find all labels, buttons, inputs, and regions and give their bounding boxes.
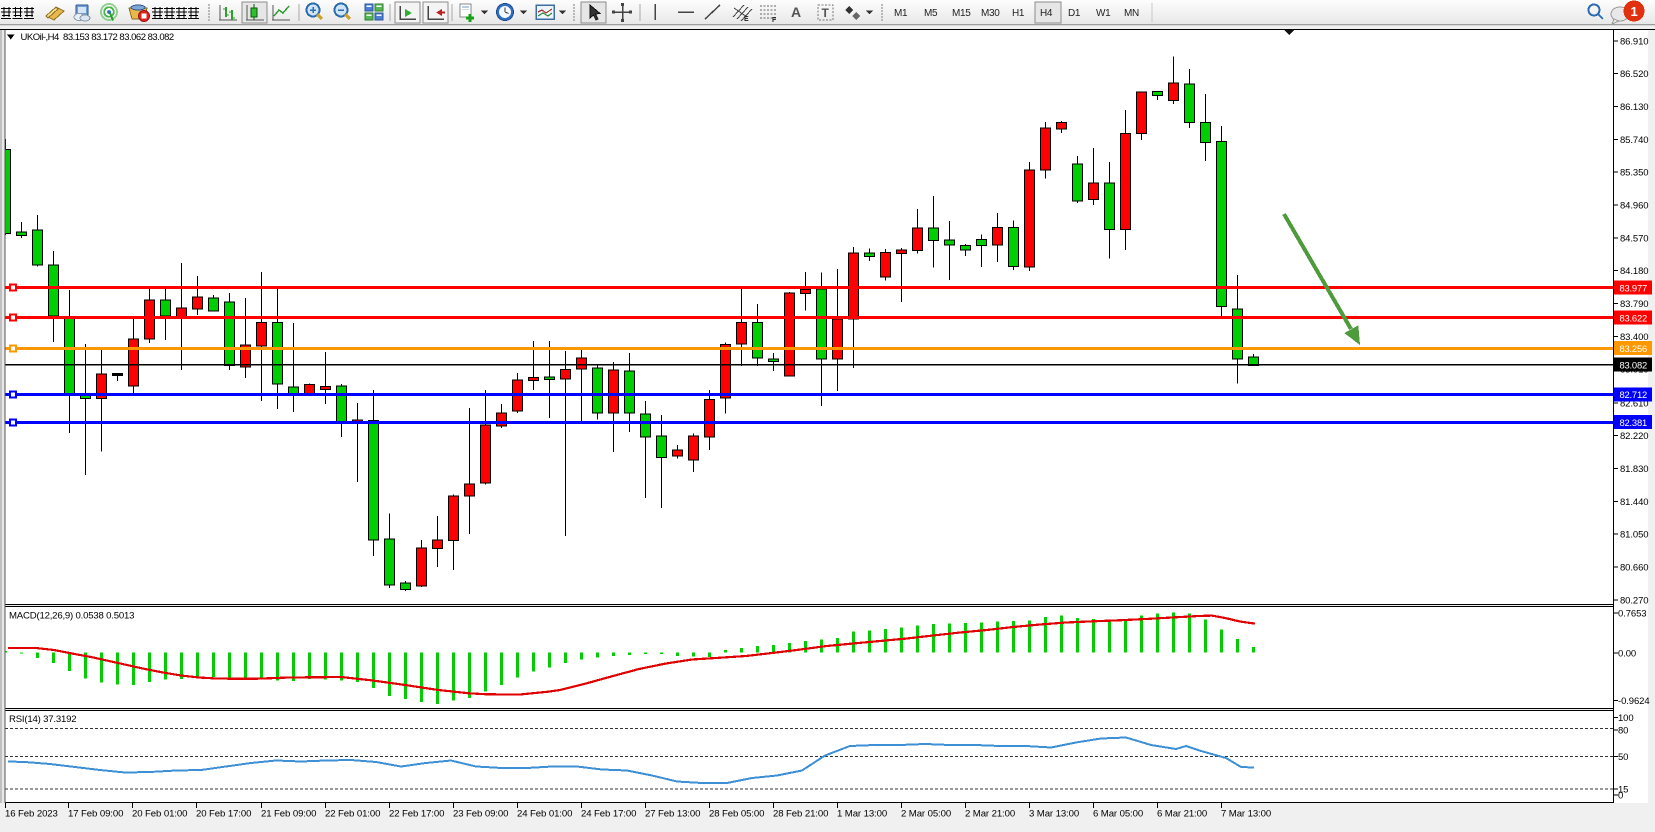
svg-text:86.910: 86.910 bbox=[1620, 36, 1648, 47]
svg-text:MN: MN bbox=[1124, 8, 1139, 19]
svg-text:H1: H1 bbox=[1012, 8, 1025, 19]
svg-text:F: F bbox=[772, 17, 777, 24]
svg-text:3 Mar 13:00: 3 Mar 13:00 bbox=[1029, 809, 1079, 820]
svg-text:80.270: 80.270 bbox=[1620, 595, 1648, 606]
svg-text:83.622: 83.622 bbox=[1620, 313, 1647, 324]
svg-text:82.712: 82.712 bbox=[1620, 389, 1647, 400]
svg-text:28 Feb 21:00: 28 Feb 21:00 bbox=[773, 809, 828, 820]
svg-text:82.381: 82.381 bbox=[1620, 417, 1647, 428]
svg-text:7 Mar 13:00: 7 Mar 13:00 bbox=[1221, 809, 1271, 820]
svg-text:84.180: 84.180 bbox=[1620, 266, 1648, 277]
svg-text:MACD(12,26,9) 0.0538 0.5013: MACD(12,26,9) 0.0538 0.5013 bbox=[9, 611, 134, 622]
svg-text:6 Mar 05:00: 6 Mar 05:00 bbox=[1093, 809, 1143, 820]
svg-text:1 Mar 13:00: 1 Mar 13:00 bbox=[837, 809, 887, 820]
svg-text:M1: M1 bbox=[894, 8, 908, 19]
svg-text:86.520: 86.520 bbox=[1620, 69, 1648, 80]
svg-text:81.050: 81.050 bbox=[1620, 530, 1648, 541]
svg-text:82.610: 82.610 bbox=[1620, 398, 1648, 409]
svg-text:E: E bbox=[744, 16, 749, 23]
svg-text:0.00: 0.00 bbox=[1618, 648, 1636, 659]
svg-text:2 Mar 21:00: 2 Mar 21:00 bbox=[965, 809, 1015, 820]
svg-text:83.790: 83.790 bbox=[1620, 299, 1648, 310]
svg-text:23 Feb 09:00: 23 Feb 09:00 bbox=[453, 809, 508, 820]
svg-text:RSI(14) 37.3192: RSI(14) 37.3192 bbox=[9, 714, 76, 725]
svg-text:100: 100 bbox=[1618, 713, 1634, 724]
svg-text:21 Feb 09:00: 21 Feb 09:00 bbox=[261, 809, 316, 820]
svg-text:80: 80 bbox=[1618, 726, 1628, 737]
svg-text:81.440: 81.440 bbox=[1620, 497, 1648, 508]
svg-text:6 Mar 21:00: 6 Mar 21:00 bbox=[1157, 809, 1207, 820]
svg-text:80.660: 80.660 bbox=[1620, 563, 1648, 574]
svg-text:50: 50 bbox=[1618, 752, 1628, 763]
svg-text:D1: D1 bbox=[1068, 8, 1081, 19]
svg-text:1: 1 bbox=[1631, 4, 1638, 19]
svg-text:T: T bbox=[822, 6, 830, 20]
svg-text:83.256: 83.256 bbox=[1620, 343, 1647, 354]
svg-text:H4: H4 bbox=[1040, 8, 1053, 19]
svg-text:27 Feb 13:00: 27 Feb 13:00 bbox=[645, 809, 700, 820]
svg-text:UKOil-,H4 83.153 83.172 83.06: UKOil-,H4 83.153 83.172 83.062 83.082 bbox=[21, 32, 174, 43]
svg-text:M5: M5 bbox=[924, 8, 938, 19]
svg-text:84.570: 84.570 bbox=[1620, 233, 1648, 244]
svg-text:22 Feb 17:00: 22 Feb 17:00 bbox=[389, 809, 444, 820]
svg-text:86.130: 86.130 bbox=[1620, 102, 1648, 113]
svg-text:M15: M15 bbox=[952, 8, 971, 19]
svg-text:0: 0 bbox=[1618, 790, 1623, 801]
svg-text:-0.9624: -0.9624 bbox=[1618, 696, 1650, 707]
svg-text:17 Feb 09:00: 17 Feb 09:00 bbox=[68, 809, 123, 820]
svg-text:16 Feb 2023: 16 Feb 2023 bbox=[5, 809, 58, 820]
svg-text:24 Feb 01:00: 24 Feb 01:00 bbox=[517, 809, 572, 820]
svg-text:M30: M30 bbox=[981, 8, 1000, 19]
svg-text:W1: W1 bbox=[1096, 8, 1111, 19]
svg-text:20 Feb 17:00: 20 Feb 17:00 bbox=[196, 809, 251, 820]
svg-text:28 Feb 05:00: 28 Feb 05:00 bbox=[709, 809, 764, 820]
svg-text:20 Feb 01:00: 20 Feb 01:00 bbox=[132, 809, 187, 820]
svg-text:85.740: 85.740 bbox=[1620, 135, 1648, 146]
svg-text:83.082: 83.082 bbox=[1620, 359, 1647, 370]
svg-text:83.400: 83.400 bbox=[1620, 332, 1648, 343]
svg-text:82.220: 82.220 bbox=[1620, 431, 1648, 442]
svg-text:83.977: 83.977 bbox=[1620, 283, 1647, 294]
svg-text:81.830: 81.830 bbox=[1620, 464, 1648, 475]
svg-text:2 Mar 05:00: 2 Mar 05:00 bbox=[901, 809, 951, 820]
svg-text:85.350: 85.350 bbox=[1620, 168, 1648, 179]
svg-text:22 Feb 01:00: 22 Feb 01:00 bbox=[325, 809, 380, 820]
svg-text:15: 15 bbox=[1618, 785, 1628, 796]
svg-text:24 Feb 17:00: 24 Feb 17:00 bbox=[581, 809, 636, 820]
svg-text:84.960: 84.960 bbox=[1620, 201, 1648, 212]
svg-text:A: A bbox=[791, 4, 801, 20]
svg-text:0.7653: 0.7653 bbox=[1618, 609, 1646, 620]
